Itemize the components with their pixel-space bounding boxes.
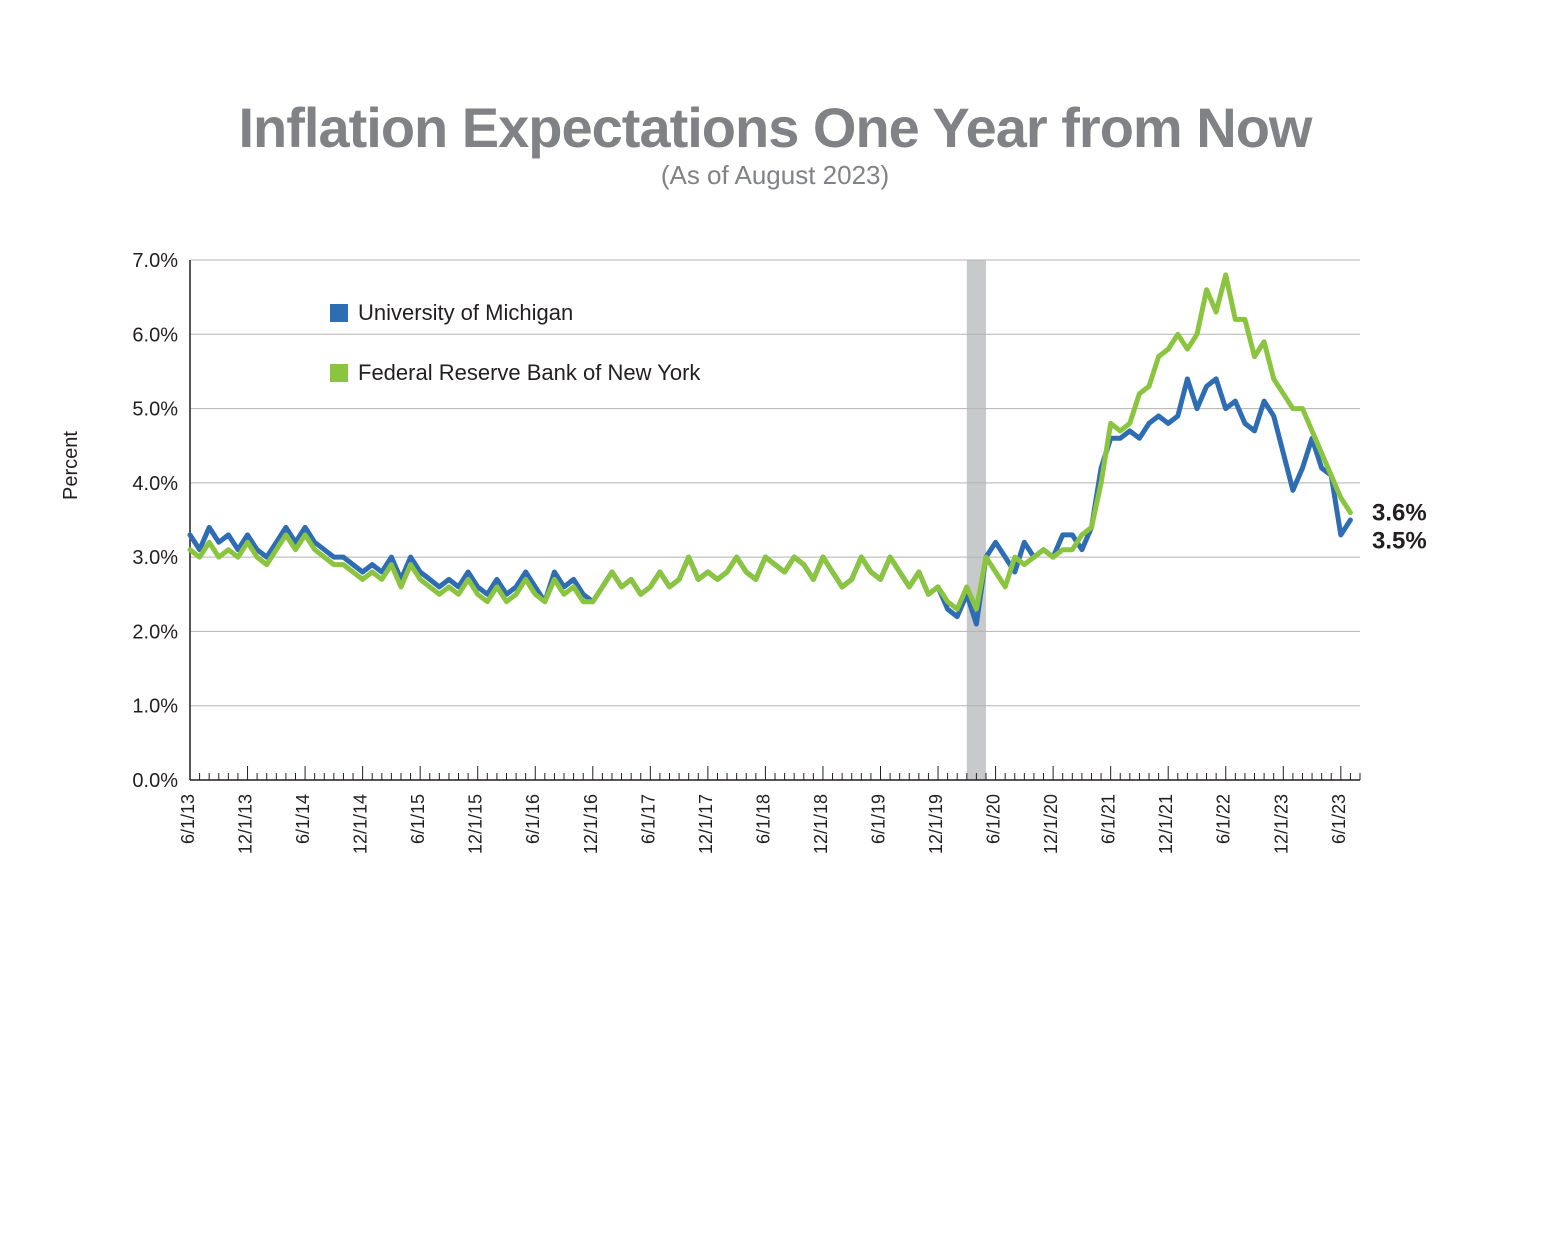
series-end-label: 3.5% (1372, 528, 1427, 555)
series-end-label: 3.6% (1372, 500, 1427, 527)
y-axis-label: Percent (60, 431, 83, 500)
legend-swatch (330, 364, 348, 382)
x-tick-label: 6/1/16 (523, 794, 543, 844)
x-tick-label: 12/1/16 (581, 794, 601, 854)
recession-band (967, 260, 986, 780)
chart-area: 0.0% 1.0% 2.0% 3.0% 4.0% 5.0% 6.0% 7.0% 6/1/13 12… (110, 250, 1450, 950)
x-tick-label: 12/1/23 (1271, 794, 1291, 854)
x-tick-label: 12/1/20 (1041, 794, 1061, 854)
y-tick-label: 2.0% (132, 621, 178, 643)
x-tick-label: 12/1/18 (811, 794, 831, 854)
y-tick-label: 3.0% (132, 547, 178, 569)
x-tick-label: 6/1/14 (293, 794, 313, 844)
x-tick-label: 6/1/21 (1099, 794, 1119, 844)
x-tick-label: 6/1/18 (753, 794, 773, 844)
legend-swatch (330, 304, 348, 322)
line-chart: 0.0% 1.0% 2.0% 3.0% 4.0% 5.0% 6.0% 7.0% 6/1/13 12… (110, 250, 1450, 950)
chart-title: Inflation Expectations One Year from Now (0, 95, 1550, 160)
x-tick-label: 6/1/20 (984, 794, 1004, 844)
x-tick-label: 6/1/23 (1329, 794, 1349, 844)
series-line (190, 379, 1350, 624)
x-tick-label: 12/1/21 (1156, 794, 1176, 854)
y-tick-label: 6.0% (132, 324, 178, 346)
x-tick-label: 12/1/13 (236, 794, 256, 854)
x-tick-label: 12/1/17 (696, 794, 716, 854)
legend-label: University of Michigan (358, 300, 573, 325)
chart-subtitle: (As of August 2023) (0, 160, 1550, 191)
x-tick-label: 6/1/17 (638, 794, 658, 844)
y-tick-label: 7.0% (132, 250, 178, 272)
y-tick-label: 5.0% (132, 399, 178, 421)
x-tick-label: 12/1/15 (466, 794, 486, 854)
legend-item: Federal Reserve Bank of New York (330, 360, 700, 386)
x-tick-label: 6/1/19 (868, 794, 888, 844)
chart-page: Inflation Expectations One Year from Now… (0, 0, 1550, 1250)
y-tick-label: 0.0% (132, 770, 178, 792)
y-tick-label: 1.0% (132, 696, 178, 718)
y-tick-label: 4.0% (132, 473, 178, 495)
x-tick-label: 6/1/22 (1214, 794, 1234, 844)
x-tick-label: 6/1/13 (178, 794, 198, 844)
x-tick-label: 12/1/14 (351, 794, 371, 854)
x-tick-label: 6/1/15 (408, 794, 428, 844)
legend-label: Federal Reserve Bank of New York (358, 360, 700, 385)
legend-item: University of Michigan (330, 300, 573, 326)
x-tick-label: 12/1/19 (926, 794, 946, 854)
